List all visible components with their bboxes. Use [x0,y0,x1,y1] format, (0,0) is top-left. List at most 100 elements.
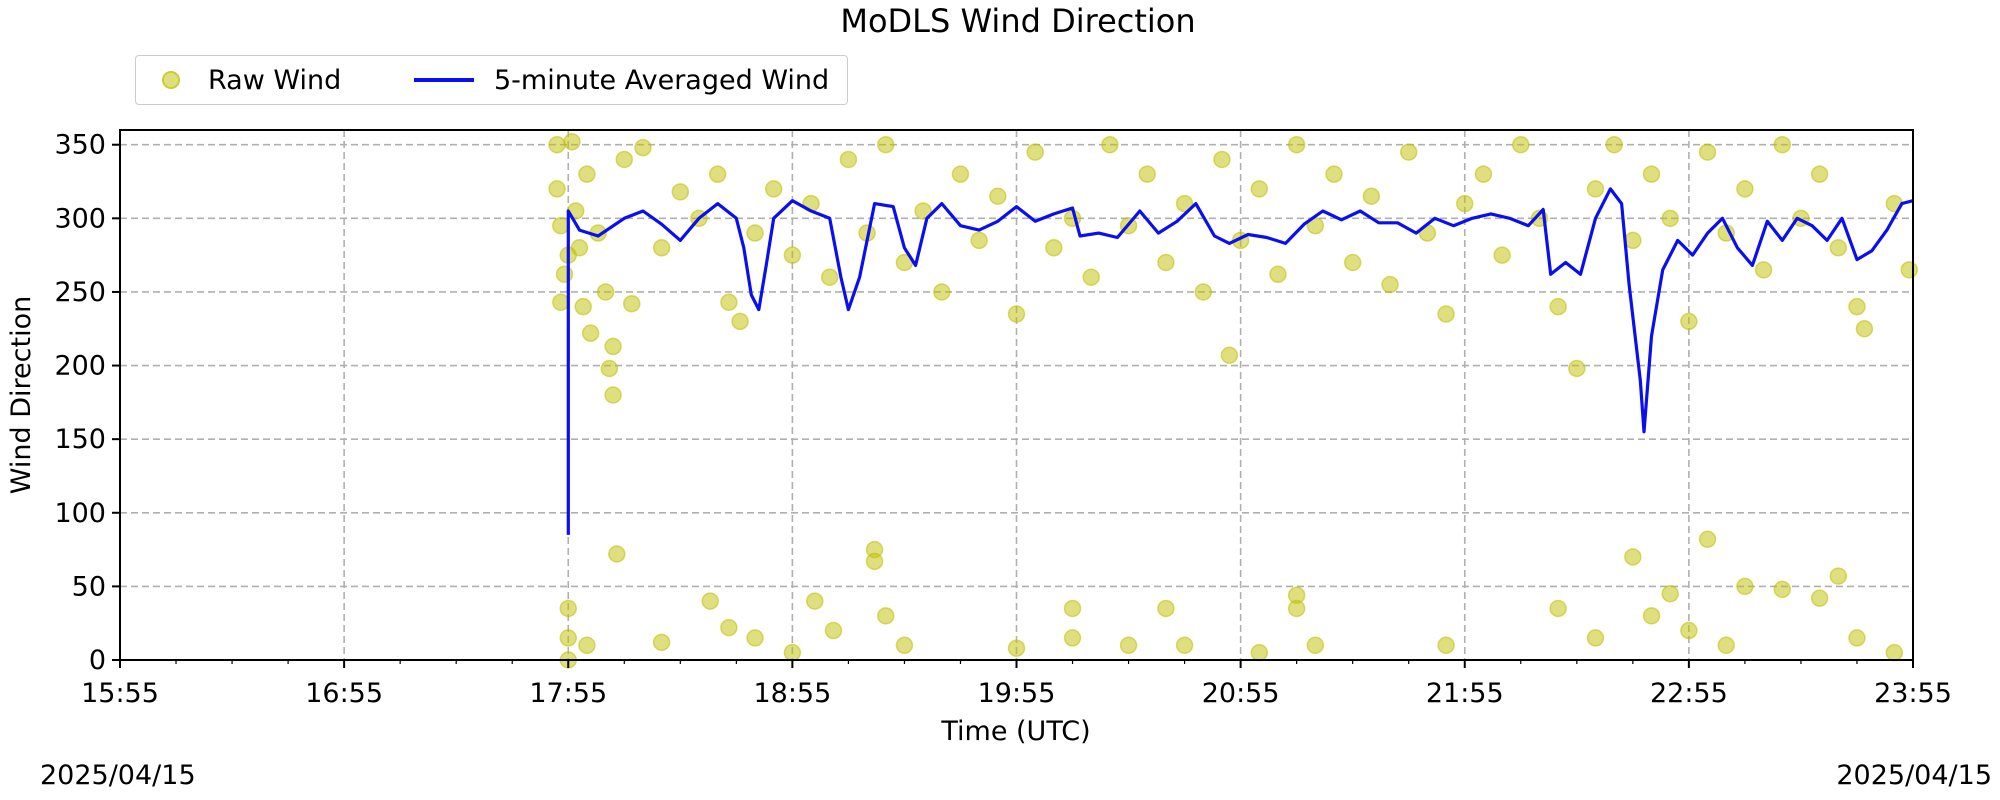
averaged-wind-line [566,187,1914,535]
legend-line-marker [414,78,474,82]
raw-wind-point [701,592,719,610]
x-tick-label: 20:55 [1202,678,1280,709]
raw-wind-point [1848,629,1866,647]
raw-wind-point [1661,209,1679,228]
raw-wind-point [1325,165,1343,183]
raw-wind-point [720,293,738,311]
raw-wind-point [555,265,574,284]
y-tick-label: 50 [72,571,106,602]
averaged-wind-path [566,187,1914,535]
raw-wind-point [806,592,824,610]
raw-wind-point [824,621,843,640]
raw-wind-point [731,312,749,331]
raw-wind-point [1474,165,1493,183]
raw-wind-point [596,283,615,301]
raw-wind-point [1045,239,1063,257]
raw-wind-point [1586,629,1605,647]
raw-wind-point [708,165,727,183]
raw-wind-point [1175,194,1194,213]
raw-wind-point [1624,231,1642,250]
x-tick-label: 22:55 [1650,678,1728,709]
raw-wind-point [1399,143,1418,161]
raw-wind-point [989,187,1007,205]
raw-wind-point [1381,275,1399,294]
raw-wind-point [1698,530,1717,549]
raw-wind-point [1773,580,1792,599]
raw-wind-point [559,599,577,618]
raw-wind-point [1063,629,1082,647]
raw-wind-point [634,138,652,157]
raw-wind-point [581,324,600,342]
y-tick-label: 150 [54,424,106,455]
x-tick-label: 19:55 [978,678,1056,709]
raw-wind-point [1026,143,1044,161]
y-axis-label: Wind Direction [6,296,37,494]
raw-wind-point [1082,268,1100,286]
chart-title: MoDLS Wind Direction [840,2,1196,40]
raw-wind-point [1736,577,1754,596]
raw-wind-point [1568,359,1586,378]
raw-wind-point [604,386,622,404]
raw-wind-point [552,216,570,235]
raw-wind-point [746,224,764,242]
raw-wind-point [578,165,596,183]
raw-wind-point [548,135,566,154]
raw-wind-point [1773,135,1792,154]
raw-wind-point [895,636,914,655]
raw-wind-point [1175,636,1194,655]
raw-wind-point [914,202,932,220]
raw-wind-point [1269,265,1287,284]
raw-wind-point [877,135,895,154]
raw-wind-point [1007,305,1026,323]
raw-wind-point [1101,135,1119,154]
raw-wind-point [865,552,884,571]
axes: 15:55 16:55 17:55 18:55 19:55 20:55 21:55 22:55… [54,130,1951,709]
raw-wind-point [877,607,895,625]
legend: Raw Wind 5-minute Averaged Wind [135,55,848,105]
raw-wind-point [1586,180,1605,198]
raw-wind-point [1605,135,1623,154]
raw-wind-point [1642,607,1661,625]
y-tick-label: 0 [89,645,106,676]
raw-wind-point [1456,194,1474,213]
raw-wind-point [1848,297,1866,316]
raw-wind-point [570,239,589,257]
raw-wind-point [1810,589,1829,607]
raw-wind-point [1287,135,1306,154]
raw-wind-point [652,633,671,652]
raw-wind-point [1900,261,1919,279]
y-tick-label: 100 [54,498,106,529]
raw-wind-point [970,231,988,250]
grid-lines [119,130,1914,660]
raw-wind-point [1250,180,1269,198]
raw-wind-point [1661,585,1679,603]
raw-wind-point [604,337,622,356]
raw-wind-point [615,150,634,169]
raw-wind-point [1250,643,1269,662]
raw-wind-point [1119,636,1138,655]
raw-wind-point [720,618,738,637]
legend-item-averaged-wind: 5-minute Averaged Wind [414,56,829,104]
raw-wind-point [600,359,619,378]
raw-wind-point [1512,135,1530,154]
raw-wind-point [1343,253,1362,272]
raw-wind-point [1680,621,1698,640]
raw-wind-point [623,294,641,313]
raw-wind-point [1829,239,1848,257]
raw-wind-point [559,629,577,647]
raw-wind-point [1855,320,1874,338]
raw-wind-point [1642,165,1661,183]
raw-wind-point [1624,548,1642,566]
raw-wind-point [548,180,566,198]
x-tick-label: 16:55 [305,678,383,709]
x-tick-label: 23:55 [1874,678,1952,709]
raw-wind-point [652,239,671,257]
raw-wind-point [563,133,581,151]
raw-wind-point [608,545,626,563]
raw-wind-point [1680,312,1698,331]
x-tick-label: 21:55 [1426,678,1504,709]
raw-wind-point [1717,636,1735,655]
legend-label-averaged-wind: 5-minute Averaged Wind [494,64,830,96]
raw-wind-point [1754,261,1773,279]
x-axis-label: Time (UTC) [940,716,1090,747]
